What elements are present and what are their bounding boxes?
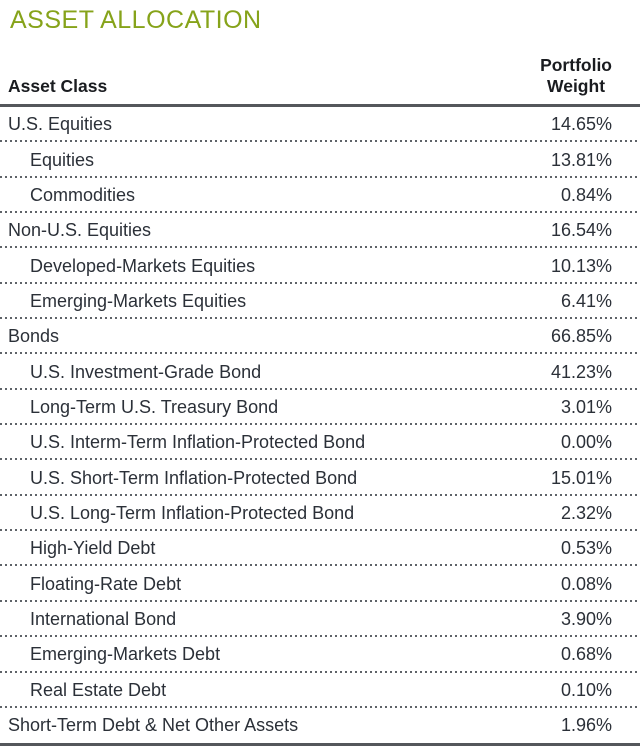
- table-bottom-rule: [0, 743, 640, 746]
- portfolio-weight-value: 13.81%: [550, 149, 612, 170]
- allocation-table-body: U.S. Equities 14.65% Equities 13.81% Com…: [0, 107, 640, 743]
- asset-class-label: Developed-Markets Equities: [30, 255, 256, 276]
- portfolio-weight-value: 14.65%: [550, 114, 612, 135]
- table-row: Long-Term U.S. Treasury Bond 3.01%: [0, 389, 640, 426]
- asset-class-label: U.S. Equities: [8, 114, 113, 135]
- portfolio-weight-value: 10.13%: [550, 255, 612, 276]
- table-row: International Bond 3.90%: [0, 601, 640, 638]
- asset-class-label: U.S. Short-Term Inflation-Protected Bond: [30, 467, 358, 488]
- portfolio-weight-value: 15.01%: [550, 467, 612, 488]
- portfolio-weight-value: 0.53%: [560, 538, 612, 559]
- column-header-asset-class: Asset Class: [8, 76, 108, 96]
- column-header-portfolio-line: Portfolio: [540, 55, 612, 75]
- asset-class-label: U.S. Investment-Grade Bond: [30, 361, 262, 382]
- table-row: Bonds 66.85%: [0, 319, 640, 355]
- table-row: Emerging-Markets Equities 6.41%: [0, 283, 640, 320]
- asset-class-label: International Bond: [30, 608, 177, 629]
- asset-class-label: High-Yield Debt: [30, 538, 156, 559]
- table-row: U.S. Investment-Grade Bond 41.23%: [0, 354, 640, 390]
- portfolio-weight-value: 0.68%: [560, 644, 612, 665]
- table-header: Asset Class Portfolio Weight: [0, 55, 640, 107]
- table-row: Real Estate Debt 0.10%: [0, 672, 640, 708]
- asset-class-label: Non-U.S. Equities: [8, 220, 152, 241]
- portfolio-weight-value: 0.08%: [560, 573, 612, 594]
- portfolio-weight-value: 3.90%: [560, 608, 612, 629]
- table-row: U.S. Long-Term Inflation-Protected Bond …: [0, 495, 640, 532]
- portfolio-weight-value: 2.32%: [560, 502, 612, 523]
- portfolio-weight-value: 0.10%: [560, 679, 612, 700]
- asset-class-label: Long-Term U.S. Treasury Bond: [30, 396, 279, 417]
- table-row: U.S. Short-Term Inflation-Protected Bond…: [0, 460, 640, 496]
- table-row: Short-Term Debt & Net Other Assets 1.96%: [0, 708, 640, 743]
- asset-allocation-page: ASSET ALLOCATION Asset Class Portfolio W…: [0, 7, 640, 746]
- table-row: High-Yield Debt 0.53%: [0, 531, 640, 567]
- page-title: ASSET ALLOCATION: [10, 6, 262, 34]
- portfolio-weight-value: 0.84%: [560, 184, 612, 205]
- asset-class-label: U.S. Long-Term Inflation-Protected Bond: [30, 502, 355, 523]
- portfolio-weight-value: 6.41%: [560, 290, 612, 311]
- portfolio-weight-value: 0.00%: [560, 432, 612, 453]
- portfolio-weight-value: 41.23%: [550, 361, 612, 382]
- asset-class-label: Short-Term Debt & Net Other Assets: [8, 715, 299, 736]
- asset-class-label: Floating-Rate Debt: [30, 573, 182, 594]
- table-row: Equities 13.81%: [0, 142, 640, 178]
- table-row: Floating-Rate Debt 0.08%: [0, 566, 640, 602]
- asset-class-label: Bonds: [8, 326, 60, 347]
- asset-class-label: Emerging-Markets Equities: [30, 290, 247, 311]
- column-header-weight-line: Weight: [547, 76, 606, 96]
- portfolio-weight-value: 66.85%: [550, 326, 612, 347]
- table-row: Non-U.S. Equities 16.54%: [0, 213, 640, 249]
- portfolio-weight-value: 16.54%: [550, 220, 612, 241]
- table-row: U.S. Equities 14.65%: [0, 107, 640, 143]
- table-row: Commodities 0.84%: [0, 177, 640, 214]
- column-header-portfolio-weight: Portfolio Weight: [540, 55, 612, 97]
- asset-class-label: Real Estate Debt: [30, 679, 167, 700]
- table-row: U.S. Interm-Term Inflation-Protected Bon…: [0, 425, 640, 461]
- asset-class-label: Commodities: [30, 184, 136, 205]
- portfolio-weight-value: 3.01%: [560, 396, 612, 417]
- table-row: Developed-Markets Equities 10.13%: [0, 248, 640, 284]
- portfolio-weight-value: 1.96%: [560, 715, 612, 736]
- asset-class-label: Equities: [30, 149, 95, 170]
- table-row: Emerging-Markets Debt 0.68%: [0, 637, 640, 673]
- asset-class-label: U.S. Interm-Term Inflation-Protected Bon…: [30, 432, 366, 453]
- asset-class-label: Emerging-Markets Debt: [30, 644, 221, 665]
